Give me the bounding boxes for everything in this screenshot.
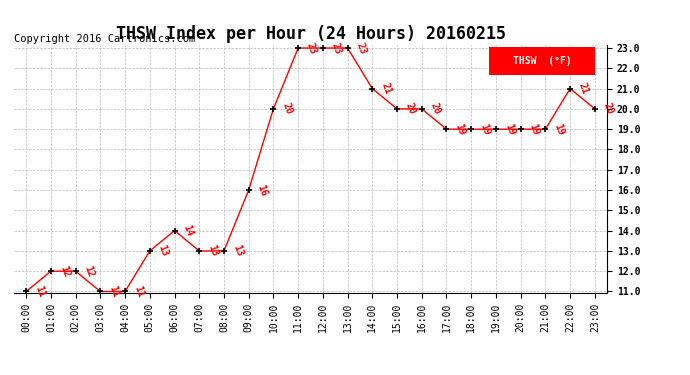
Text: 14: 14 xyxy=(181,224,195,238)
Text: 23: 23 xyxy=(305,41,319,55)
Text: 21: 21 xyxy=(577,81,591,96)
Text: 19: 19 xyxy=(478,122,491,136)
Text: Copyright 2016 Cartronics.com: Copyright 2016 Cartronics.com xyxy=(14,34,195,44)
Text: 11: 11 xyxy=(107,284,121,299)
Text: 12: 12 xyxy=(83,264,96,278)
Text: 20: 20 xyxy=(428,102,442,116)
Text: 23: 23 xyxy=(330,41,343,55)
Text: 20: 20 xyxy=(404,102,417,116)
Text: 12: 12 xyxy=(58,264,71,278)
Text: 19: 19 xyxy=(528,122,541,136)
Text: 21: 21 xyxy=(380,81,393,96)
Text: 19: 19 xyxy=(453,122,467,136)
Text: 19: 19 xyxy=(503,122,516,136)
Text: 11: 11 xyxy=(132,284,146,299)
Text: 13: 13 xyxy=(231,244,244,258)
Text: 16: 16 xyxy=(255,183,269,197)
Text: 11: 11 xyxy=(33,284,46,299)
Text: 13: 13 xyxy=(206,244,219,258)
Text: 23: 23 xyxy=(355,41,368,55)
Text: 20: 20 xyxy=(602,102,615,116)
Text: 13: 13 xyxy=(157,244,170,258)
Title: THSW Index per Hour (24 Hours) 20160215: THSW Index per Hour (24 Hours) 20160215 xyxy=(115,26,506,44)
Text: 19: 19 xyxy=(552,122,566,136)
Text: 20: 20 xyxy=(280,102,294,116)
